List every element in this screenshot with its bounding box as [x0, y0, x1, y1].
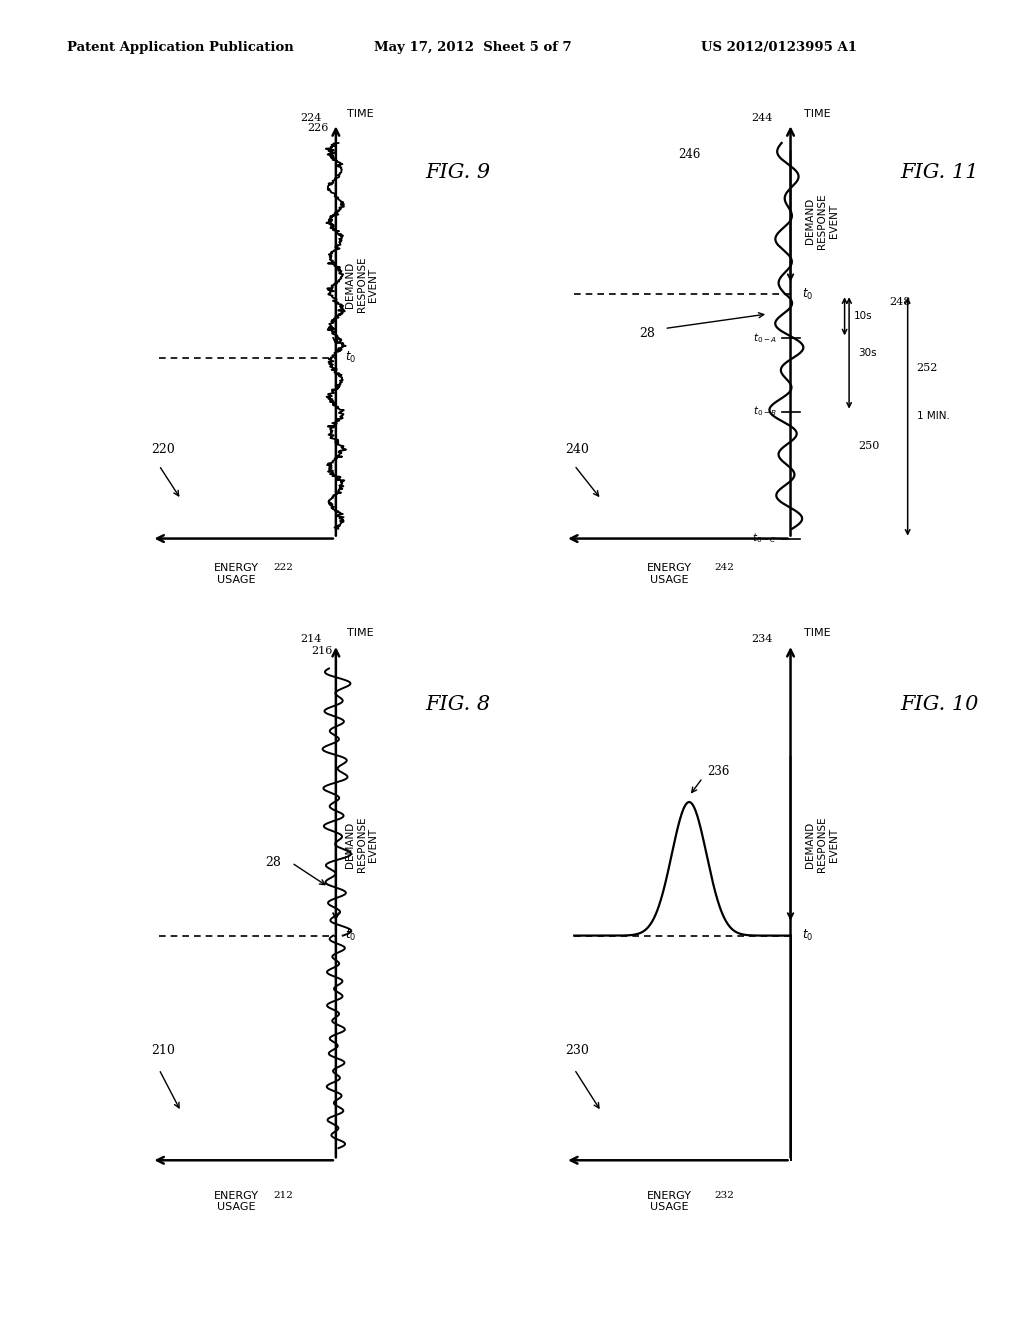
Text: FIG. 8: FIG. 8: [425, 696, 490, 714]
Text: DEMAND
RESPONSE
EVENT: DEMAND RESPONSE EVENT: [345, 257, 378, 313]
Text: TIME: TIME: [347, 628, 374, 638]
Text: 28: 28: [639, 327, 655, 341]
Text: 250: 250: [858, 441, 880, 451]
Text: 242: 242: [714, 562, 734, 572]
Text: 248: 248: [890, 297, 911, 306]
Text: US 2012/0123995 A1: US 2012/0123995 A1: [701, 41, 857, 54]
Text: 220: 220: [152, 442, 175, 455]
Text: $t_{0-B}$: $t_{0-B}$: [753, 405, 777, 418]
Text: TIME: TIME: [804, 108, 830, 119]
Text: 210: 210: [152, 1044, 175, 1057]
Text: 1 MIN.: 1 MIN.: [916, 412, 949, 421]
Text: FIG. 9: FIG. 9: [425, 162, 490, 182]
Text: $t_0$: $t_0$: [345, 350, 356, 366]
Text: ENERGY
USAGE: ENERGY USAGE: [214, 1191, 259, 1212]
Text: FIG. 11: FIG. 11: [900, 162, 978, 182]
Text: 240: 240: [565, 442, 589, 455]
Text: 244: 244: [752, 114, 772, 124]
Text: $t_{0-A}$: $t_{0-A}$: [753, 331, 777, 346]
Text: 232: 232: [714, 1191, 734, 1200]
Text: 10s: 10s: [854, 312, 872, 321]
Text: $t_0$: $t_0$: [345, 928, 356, 944]
Text: 222: 222: [273, 562, 293, 572]
Text: 226: 226: [307, 123, 329, 133]
Text: 30s: 30s: [858, 348, 877, 358]
Text: 28: 28: [264, 857, 281, 870]
Text: Patent Application Publication: Patent Application Publication: [67, 41, 293, 54]
Text: 246: 246: [678, 148, 700, 161]
Text: 230: 230: [565, 1044, 589, 1057]
Text: DEMAND
RESPONSE
EVENT: DEMAND RESPONSE EVENT: [806, 817, 839, 873]
Text: ENERGY
USAGE: ENERGY USAGE: [214, 562, 259, 585]
Text: 252: 252: [916, 363, 938, 372]
Text: DEMAND
RESPONSE
EVENT: DEMAND RESPONSE EVENT: [345, 817, 378, 873]
Text: TIME: TIME: [804, 628, 830, 638]
Text: $t_0$: $t_0$: [802, 286, 813, 302]
Text: TIME: TIME: [347, 108, 374, 119]
Text: 214: 214: [300, 634, 322, 644]
Text: ENERGY
USAGE: ENERGY USAGE: [646, 1191, 691, 1212]
Text: DEMAND
RESPONSE
EVENT: DEMAND RESPONSE EVENT: [806, 193, 839, 249]
Text: May 17, 2012  Sheet 5 of 7: May 17, 2012 Sheet 5 of 7: [374, 41, 571, 54]
Text: 216: 216: [311, 647, 332, 656]
Text: $t_{0-C}$: $t_{0-C}$: [753, 532, 777, 545]
Text: FIG. 10: FIG. 10: [900, 696, 978, 714]
Text: 234: 234: [752, 634, 772, 644]
Text: ENERGY
USAGE: ENERGY USAGE: [646, 562, 691, 585]
Text: 224: 224: [300, 114, 322, 124]
Text: $t_0$: $t_0$: [802, 928, 813, 944]
Text: 236: 236: [708, 764, 729, 777]
Text: 212: 212: [273, 1191, 293, 1200]
